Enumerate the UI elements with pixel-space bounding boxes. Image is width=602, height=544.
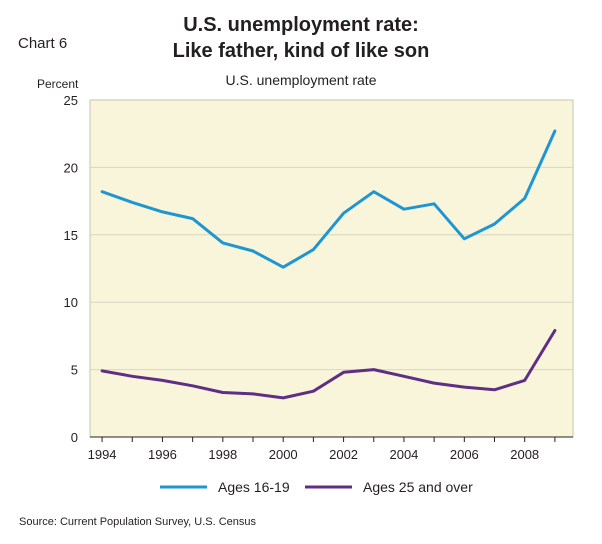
legend-label-1: Ages 25 and over	[363, 479, 473, 495]
legend-label-0: Ages 16-19	[218, 479, 290, 495]
x-tick-label: 2002	[329, 447, 358, 462]
y-axis-ticks: 0 5 10 15 20 25	[64, 93, 78, 445]
y-tick-label: 25	[64, 93, 78, 108]
x-tick-label: 2008	[510, 447, 539, 462]
gridlines	[90, 166, 573, 371]
chart-title-line2: Like father, kind of like son	[172, 40, 430, 62]
y-axis-title: Percent	[37, 77, 79, 91]
y-tick-label: 15	[64, 228, 78, 243]
series-line-1	[100, 329, 557, 400]
y-tick-label: 20	[64, 160, 78, 175]
chart-title: U.S. unemployment rate:	[183, 14, 419, 36]
source-note: Source: Current Population Survey, U.S. …	[19, 516, 257, 528]
x-tick-label: 1994	[88, 447, 117, 462]
chart-number-label: Chart 6	[18, 35, 68, 52]
series-line-0	[100, 129, 557, 269]
legend: Ages 16-19 Ages 25 and over	[160, 479, 473, 495]
x-tick-label: 1996	[148, 447, 177, 462]
x-tick-label: 2000	[269, 447, 298, 462]
chart-subtitle: U.S. unemployment rate	[225, 72, 377, 88]
x-tick-label: 2004	[389, 447, 418, 462]
y-tick-label: 10	[64, 295, 78, 310]
y-tick-label: 0	[71, 430, 78, 445]
y-tick-label: 5	[71, 363, 78, 378]
x-axis-ticks: 1994 1996 1998 2000 2002 2004 2006 2008	[88, 437, 556, 462]
x-tick-label: 1998	[208, 447, 237, 462]
series-lines	[100, 129, 557, 400]
x-tick-label: 2006	[450, 447, 479, 462]
